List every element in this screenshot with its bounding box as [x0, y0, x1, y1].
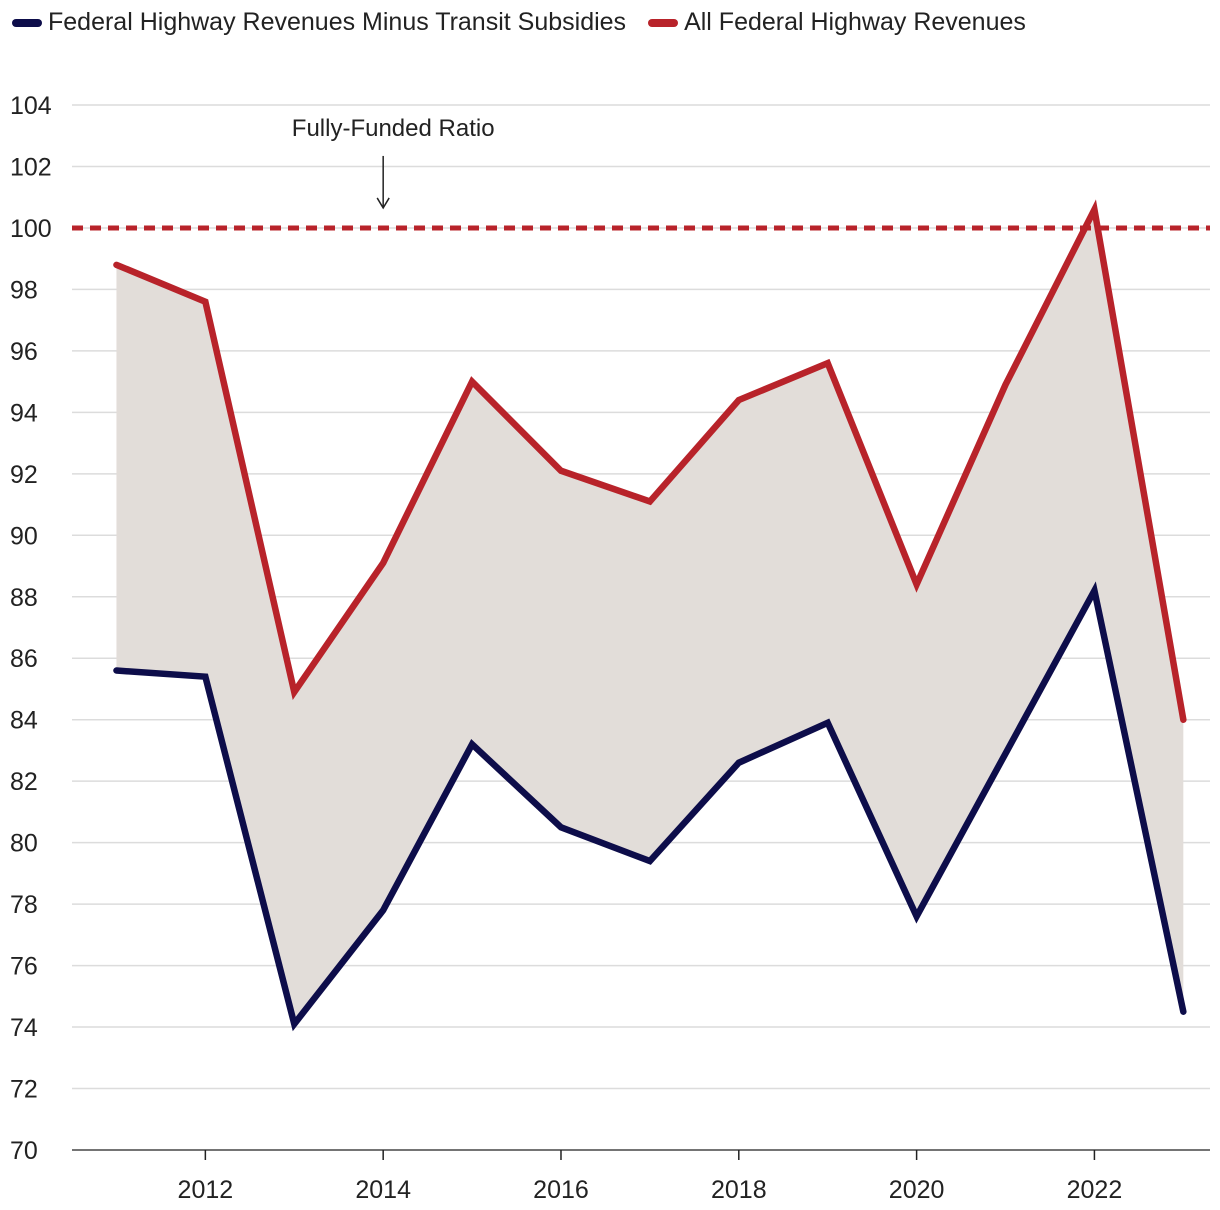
- x-tick-label-2014: 2014: [355, 1176, 411, 1204]
- legend-label-all-revenues: All Federal Highway Revenues: [684, 8, 1026, 36]
- legend-item-minus-transit: Federal Highway Revenues Minus Transit S…: [12, 8, 626, 37]
- y-tick-label-104: 104: [10, 92, 52, 120]
- y-tick-label-70: 70: [10, 1137, 38, 1165]
- y-tick-label-82: 82: [10, 768, 38, 796]
- y-tick-label-76: 76: [10, 953, 38, 981]
- legend: Federal Highway Revenues Minus Transit S…: [12, 8, 1048, 37]
- y-tick-label-74: 74: [10, 1014, 38, 1042]
- y-tick-label-92: 92: [10, 461, 38, 489]
- y-tick-label-72: 72: [10, 1076, 38, 1104]
- fill-between-area: [116, 209, 1184, 1024]
- y-tick-label-94: 94: [10, 399, 38, 427]
- legend-swatch-red: [648, 18, 679, 27]
- y-tick-label-78: 78: [10, 891, 38, 919]
- y-tick-label-98: 98: [10, 276, 38, 304]
- y-tick-label-88: 88: [10, 584, 38, 612]
- series-lines: [113, 199, 1187, 1032]
- x-tick-label-2020: 2020: [889, 1176, 945, 1204]
- legend-label-minus-transit: Federal Highway Revenues Minus Transit S…: [48, 8, 627, 36]
- y-tick-label-100: 100: [10, 215, 52, 243]
- annotation-arrow-head: [376, 197, 390, 210]
- legend-item-all-revenues: All Federal Highway Revenues: [648, 8, 1026, 37]
- y-tick-label-96: 96: [10, 338, 38, 366]
- y-tick-label-90: 90: [10, 522, 38, 550]
- x-tick-label-2016: 2016: [533, 1176, 589, 1204]
- fill-between-shape: [116, 209, 1184, 1024]
- y-axis-ticks: 70 72 74 76 78 80 82 84 86 88 90 92 94 96 98 100 102 104: [10, 92, 52, 1165]
- fully-funded-annotation-label: Fully-Funded Ratio: [292, 115, 495, 142]
- x-axis-ticks: 2012 2014 2016 2018 2020 2022: [178, 1150, 1123, 1204]
- legend-swatch-navy: [12, 18, 42, 27]
- x-tick-label-2022: 2022: [1067, 1176, 1123, 1204]
- y-tick-label-102: 102: [10, 153, 52, 181]
- x-tick-label-2012: 2012: [178, 1176, 234, 1204]
- y-tick-label-84: 84: [10, 707, 38, 735]
- reference-line-group: Fully-Funded Ratio: [72, 115, 1210, 231]
- y-tick-label-80: 80: [10, 830, 38, 858]
- x-tick-label-2018: 2018: [711, 1176, 767, 1204]
- y-tick-label-86: 86: [10, 645, 38, 673]
